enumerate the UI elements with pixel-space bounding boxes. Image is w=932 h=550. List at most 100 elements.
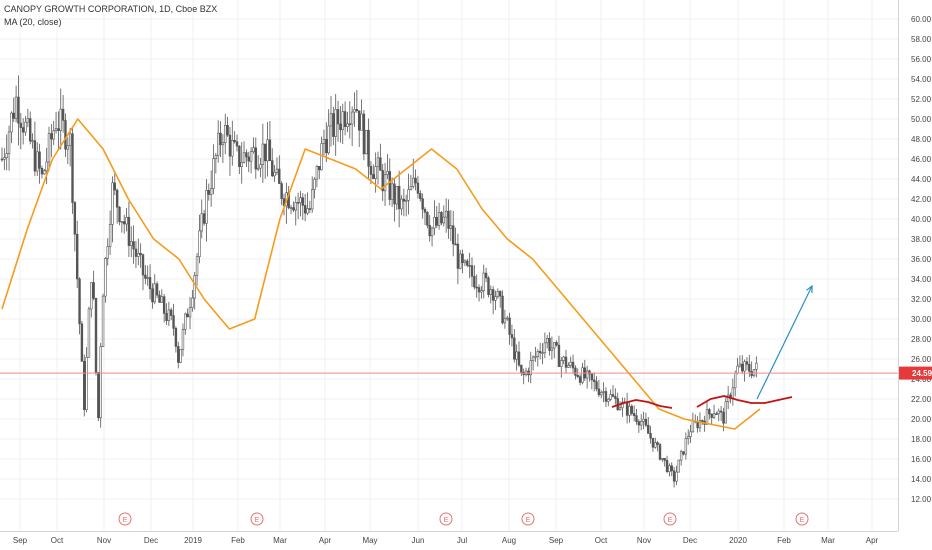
candle-down	[362, 113, 366, 155]
candle-up	[562, 356, 565, 361]
candle-down	[57, 128, 60, 131]
candle-up	[691, 420, 695, 433]
candle-down	[40, 167, 44, 175]
candle-down	[426, 212, 429, 226]
candle-up	[101, 295, 105, 347]
candle-up	[329, 113, 333, 127]
candle-down	[715, 413, 718, 415]
y-tick-label: 60.00	[911, 15, 932, 24]
candle-down	[61, 108, 65, 121]
candle-up	[541, 352, 544, 355]
candle-down	[301, 197, 304, 206]
chart-title[interactable]: CANOPY GROWTH CORPORATION, 1D, Cboe BZX	[4, 4, 218, 14]
y-tick-label: 50.00	[911, 115, 932, 124]
candle-up	[221, 142, 225, 146]
candle-up	[146, 277, 149, 279]
candle-down	[381, 170, 384, 192]
candle-up	[104, 258, 107, 297]
candle-down	[318, 165, 321, 171]
x-tick-label: Mar	[273, 536, 287, 545]
candle-up	[212, 158, 215, 189]
candle-up	[108, 224, 112, 247]
y-tick-label: 36.00	[911, 255, 932, 264]
candle-down	[172, 315, 175, 329]
earnings-marker-icon	[795, 512, 809, 526]
price-axis[interactable]: 12.0014.0016.0018.0020.0022.0024.0026.00…	[898, 0, 932, 531]
candle-up	[179, 349, 182, 363]
candle-down	[614, 396, 617, 399]
x-tick-label: 2020	[729, 536, 747, 545]
y-tick-label: 20.00	[911, 415, 932, 424]
resistance-curve	[696, 395, 793, 408]
candle-down	[419, 193, 422, 200]
y-tick-label: 54.00	[911, 75, 932, 84]
time-axis[interactable]: Sep Oct Nov Dec 2019 Feb Mar Apr May Jun Jul Aug Sep…	[0, 531, 898, 546]
candle-down	[402, 198, 406, 202]
candle-down	[719, 410, 723, 413]
candle-down	[177, 346, 180, 363]
earnings-marker-label: E	[444, 517, 449, 524]
x-tick-label: Feb	[777, 536, 791, 545]
y-tick-label: 30.00	[911, 315, 932, 324]
candlestick-series	[0, 75, 758, 488]
candle-up	[261, 143, 265, 165]
candle-up	[600, 392, 603, 396]
candle-down	[416, 182, 420, 194]
candle-up	[609, 394, 612, 400]
y-tick-label: 14.00	[911, 475, 932, 484]
candle-up	[743, 361, 746, 372]
candle-down	[637, 421, 641, 426]
x-tick-label: Oct	[595, 536, 608, 545]
candle-up	[125, 216, 128, 225]
candle-down	[571, 361, 575, 369]
candle-up	[567, 365, 570, 368]
candle-down	[454, 243, 457, 246]
candle-down	[665, 460, 669, 473]
candle-up	[294, 202, 297, 211]
candle-up	[240, 162, 243, 167]
candle-down	[397, 186, 401, 210]
candle-down	[78, 278, 81, 325]
candle-up	[47, 133, 51, 163]
candle-up	[353, 109, 356, 113]
candle-down	[19, 122, 22, 128]
candle-up	[153, 283, 156, 303]
candle-up	[327, 125, 330, 154]
y-tick-label: 48.00	[911, 135, 932, 144]
candle-down	[170, 309, 173, 316]
candle-up	[395, 186, 398, 205]
candle-up	[581, 367, 584, 383]
candle-down	[428, 225, 431, 237]
candle-up	[10, 112, 13, 133]
candle-up	[5, 153, 8, 158]
indicator-label[interactable]: MA (20, close)	[4, 17, 62, 27]
x-tick-label: Oct	[51, 536, 64, 545]
candle-up	[24, 121, 27, 133]
candle-up	[266, 139, 269, 162]
price-badge-label: 24.59	[912, 369, 932, 378]
candle-up	[684, 438, 688, 455]
candle-up	[111, 182, 114, 225]
candle-up	[463, 260, 467, 264]
candle-down	[186, 313, 189, 318]
candle-down	[588, 370, 591, 375]
candle-down	[484, 272, 488, 279]
candle-down	[17, 96, 20, 124]
candle-up	[3, 157, 6, 160]
candle-down	[477, 287, 481, 293]
arrow-head-icon	[806, 284, 813, 294]
candle-down	[548, 337, 551, 351]
candle-up	[7, 131, 11, 154]
candle-up	[400, 198, 403, 210]
candle-down	[97, 372, 100, 419]
candle-up	[66, 145, 70, 150]
x-tick-label: Nov	[97, 536, 111, 545]
candle-down	[64, 120, 67, 150]
drawing-annotations[interactable]	[0, 284, 898, 409]
candle-down	[228, 134, 232, 157]
candle-down	[339, 123, 342, 131]
candle-up	[26, 118, 30, 123]
candle-down	[325, 139, 328, 154]
